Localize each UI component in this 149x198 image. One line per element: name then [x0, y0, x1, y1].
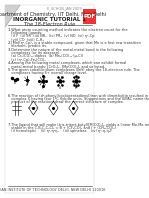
- Text: (vii) CO  (viii) C₂H₄: (vii) CO (viii) C₂H₄: [9, 38, 44, 42]
- Text: (a) Cr₂(CO)₁₀·diphos  (b) Mn₂(CO)₁₀·(μ-Cl): (a) Cr₂(CO)₁₀·diphos (b) Mn₂(CO)₁₀·(μ-Cl…: [9, 54, 83, 58]
- Text: (i) homoleptic    (ii) η²-η²η₅    (iii) spineless    (iv) η⁵-η₂η₅F: (i) homoleptic (ii) η²-η²η₅ (iii) spinel…: [9, 129, 112, 133]
- Text: c: c: [42, 86, 44, 90]
- Text: following ligands:: following ligands:: [9, 31, 43, 35]
- Text: 7.: 7.: [8, 123, 12, 127]
- Text: (c) (η⁵-Cp)₂Fe₂(CO)₄: (c) (η⁵-Cp)₂Fe₂(CO)₄: [9, 58, 46, 62]
- Text: The reaction of (d⁸-phenyl)cyclopentadienyl)iron with dimethyltin resulted in a : The reaction of (d⁸-phenyl)cyclopentadie…: [9, 94, 149, 98]
- Text: complexes having 6+ overall charge level.: complexes having 6+ overall charge level…: [9, 71, 87, 75]
- Text: 1.: 1.: [8, 28, 12, 32]
- Text: What atom counting method indicates the electron count for the: What atom counting method indicates the …: [9, 28, 128, 32]
- Polygon shape: [5, 5, 20, 27]
- Text: Department of Chemistry, IIT Delhi, New Delhi: Department of Chemistry, IIT Delhi, New …: [0, 12, 106, 17]
- FancyBboxPatch shape: [5, 5, 94, 193]
- Text: e: e: [75, 86, 77, 90]
- Text: 2.: 2.: [8, 41, 12, 45]
- Text: The given cobalt/iridium complexes (left) obey the 18-electron rule. The: The given cobalt/iridium complexes (left…: [9, 68, 140, 72]
- Text: d: d: [59, 86, 61, 90]
- Text: 4.: 4.: [8, 61, 12, 65]
- Text: (i) F  (ii) SR  (iii) NR₂  (iv) PR₃  (v) NO  (vi) η⁵-Cp: (i) F (ii) SR (iii) NR₂ (iv) PR₃ (v) NO …: [9, 34, 95, 38]
- Text: b: b: [26, 83, 28, 87]
- Text: stable in the C-B-C-C₂Cl₂ = B + (CF₂CO)₂ and / + (CH₂₂CO)₂): stable in the C-B-C-C₂Cl₂ = B + (CF₂CO)₂…: [9, 126, 116, 130]
- Text: 5.: 5.: [8, 68, 12, 72]
- Text: product of the reaction, draw the correct structure of complex.: product of the reaction, draw the correc…: [9, 100, 124, 104]
- Text: complexes (or its absence):: complexes (or its absence):: [9, 51, 61, 55]
- Text: Determine the nature of the metal-metal bond in the following: Determine the nature of the metal-metal …: [9, 48, 124, 52]
- Text: 6.: 6.: [8, 94, 12, 98]
- Text: INORGANIC TUTORIAL 1: INORGANIC TUTORIAL 1: [13, 17, 86, 22]
- Text: INDIAN INSTITUTE OF TECHNOLOGY DELHI, NEW DELHI 110016: INDIAN INSTITUTE OF TECHNOLOGY DELHI, NE…: [0, 188, 105, 192]
- Text: metal-metal bonds: [CrO₃]₂, [Mo(CO)₂], and so listed.: metal-metal bonds: [CrO₃]₂, [Mo(CO)₂], a…: [9, 64, 106, 68]
- FancyBboxPatch shape: [83, 9, 96, 24]
- Text: E_SCHGN_JAN 2009: E_SCHGN_JAN 2009: [47, 7, 82, 11]
- Text: [Mn](η⁵-Cp)₂ is a stable compound, given that Mn is a first row transition: [Mn](η⁵-Cp)₂ is a stable compound, given…: [9, 41, 141, 45]
- Text: complex X having four 1³C hybide units. Suggestions and the IUPAC name the main: complex X having four 1³C hybide units. …: [9, 97, 149, 101]
- Text: element, predict its.: element, predict its.: [9, 44, 48, 48]
- Text: PDF: PDF: [83, 13, 96, 18]
- Text: The 18-Electron Rule: The 18-Electron Rule: [24, 22, 75, 27]
- Text: Among the following metal complexes, which one exhibit formal: Among the following metal complexes, whi…: [9, 61, 127, 65]
- Text: The ligand that will make (tris-tritert-butyl)[M(CO)₅]₂ yields a linear Mo-Mo re: The ligand that will make (tris-tritert-…: [9, 123, 149, 127]
- Text: a: a: [14, 81, 15, 85]
- Text: 3.: 3.: [8, 48, 12, 52]
